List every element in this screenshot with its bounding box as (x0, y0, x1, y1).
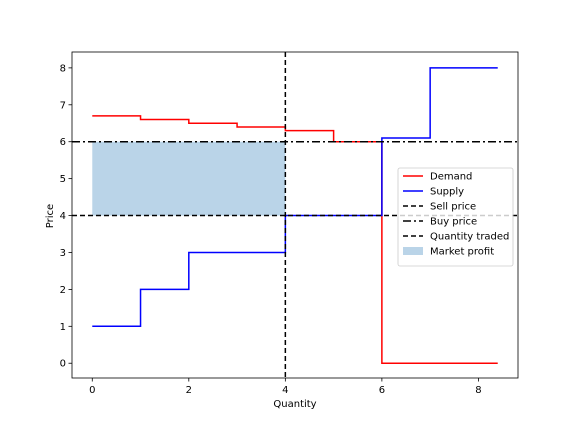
y-tick-label: 8 (60, 63, 66, 74)
legend-label-quantity-traded: Quantity traded (430, 232, 509, 243)
x-tick-label: 4 (282, 385, 288, 396)
x-tick-label: 8 (475, 385, 481, 396)
y-tick-label: 3 (60, 248, 66, 259)
series-supply-line (92, 67, 498, 328)
legend: Demand Supply Sell price Buy price Quantity … (397, 167, 514, 267)
series-demand-line (92, 115, 498, 364)
y-tick-label: 4 (60, 211, 66, 222)
y-axis-label: Price (45, 204, 56, 228)
legend-label-demand: Demand (430, 172, 472, 183)
x-tick-label: 6 (379, 385, 385, 396)
axes: 0 2 4 6 8 0 1 2 3 4 5 6 7 8 (60, 51, 519, 396)
x-axis-label: Quantity (273, 399, 316, 410)
y-tick-label: 7 (60, 100, 66, 111)
legend-swatch-market-profit (403, 247, 423, 255)
legend-box (397, 167, 514, 267)
y-tick-label: 5 (60, 174, 66, 185)
y-tick-label: 2 (60, 285, 66, 296)
y-tick-label: 6 (60, 137, 66, 148)
plot-frame (71, 51, 519, 379)
y-tick-label: 1 (60, 322, 66, 333)
x-tick-label: 2 (186, 385, 192, 396)
legend-label-buy-price: Buy price (430, 217, 477, 228)
legend-label-market-profit: Market profit (430, 247, 494, 258)
legend-label-sell-price: Sell price (430, 202, 476, 213)
x-tick-label: 0 (89, 385, 95, 396)
legend-label-supply: Supply (430, 187, 464, 198)
y-tick-label: 0 (60, 359, 66, 370)
market-profit-area (92, 141, 286, 216)
